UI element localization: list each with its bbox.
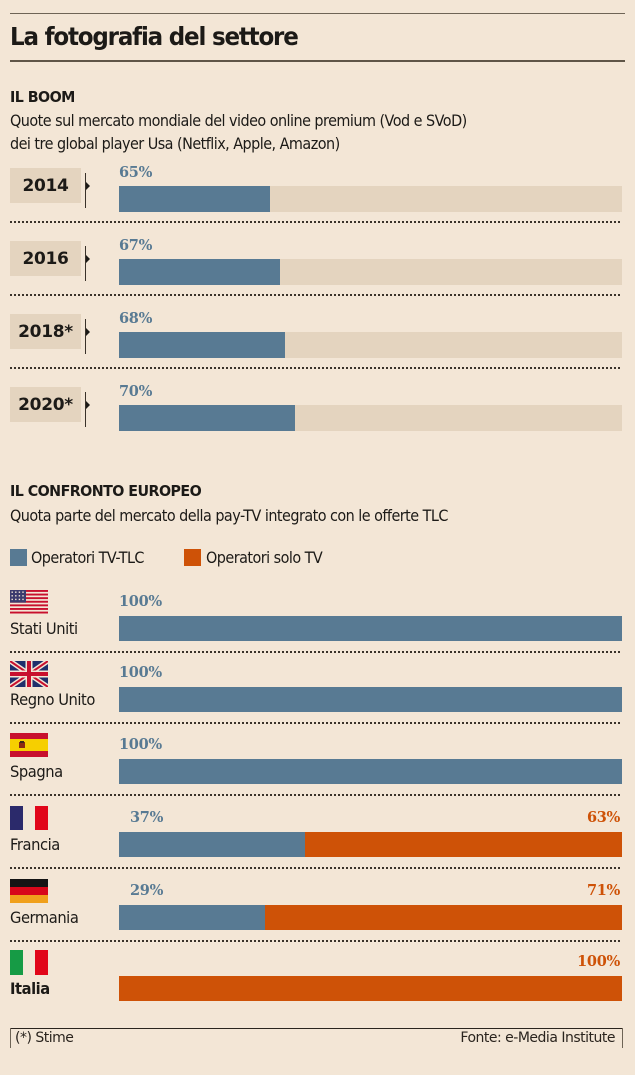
year-divider xyxy=(85,319,86,354)
bar-tv-tlc-stati-uniti xyxy=(119,616,622,641)
bar-tv-tlc-francia xyxy=(119,832,306,857)
year-label-2018: 2018* xyxy=(10,314,81,349)
bar-tv-tlc-regno-unito xyxy=(119,687,622,712)
bar-tv-tlc-germania xyxy=(119,905,265,930)
row-separator xyxy=(10,367,620,369)
value-label-tv-tlc-regno-unito: 100% xyxy=(119,664,162,681)
year-label-2014: 2014 xyxy=(10,168,81,203)
bar-2014 xyxy=(119,186,270,212)
boom-subtitle-line1: Quote sul mercato mondiale del video onl… xyxy=(10,111,467,130)
bar-solo-tv-francia xyxy=(305,832,622,857)
year-label-2020: 2020* xyxy=(10,387,81,422)
value-label-tv-tlc-francia: 37% xyxy=(130,809,164,826)
row-separator xyxy=(10,940,620,942)
page-title: La fotografia del settore xyxy=(10,22,299,51)
value-label-2016: 67% xyxy=(119,237,153,254)
country-label-stati-uniti: Stati Uniti xyxy=(10,619,78,638)
year-divider xyxy=(85,392,86,427)
europe-subtitle: Quota parte del mercato della pay-TV int… xyxy=(10,506,448,525)
flag-stati-uniti-icon xyxy=(10,590,48,614)
footer-source: Fonte: e-Media Institute xyxy=(460,1030,615,1046)
legend-swatch-solo-tv xyxy=(184,549,201,566)
year-arrow-icon xyxy=(86,401,90,409)
legend-label-solo-tv: Operatori solo TV xyxy=(206,548,323,567)
year-arrow-icon xyxy=(86,182,90,190)
bar-2018 xyxy=(119,332,285,358)
bar-solo-tv-germania xyxy=(264,905,622,930)
row-separator xyxy=(10,867,620,869)
legend-swatch-tv-tlc xyxy=(10,549,27,566)
title-rule xyxy=(10,60,625,62)
boom-heading: IL BOOM xyxy=(10,88,75,106)
bar-solo-tv-italia xyxy=(119,976,622,1001)
row-separator xyxy=(10,794,620,796)
year-divider xyxy=(85,173,86,208)
bar-tv-tlc-spagna xyxy=(119,759,622,784)
country-label-germania: Germania xyxy=(10,908,79,927)
row-separator xyxy=(10,651,620,653)
year-arrow-icon xyxy=(86,255,90,263)
value-label-tv-tlc-stati-uniti: 100% xyxy=(119,593,162,610)
footer-note: (*) Stime xyxy=(15,1030,74,1046)
flag-spagna-icon xyxy=(10,733,48,757)
country-label-regno-unito: Regno Unito xyxy=(10,690,95,709)
year-label-2016: 2016 xyxy=(10,241,81,276)
year-arrow-icon xyxy=(86,328,90,336)
boom-subtitle-line2: dei tre global player Usa (Netflix, Appl… xyxy=(10,134,340,153)
value-label-2014: 65% xyxy=(119,164,153,181)
row-separator xyxy=(10,294,620,296)
top-rule xyxy=(10,13,625,14)
value-label-2020: 70% xyxy=(119,383,153,400)
row-separator xyxy=(10,722,620,724)
country-label-italia: Italia xyxy=(10,979,50,998)
flag-francia-icon xyxy=(10,806,48,830)
footer-left-divider xyxy=(10,1028,11,1048)
bar-2016 xyxy=(119,259,280,285)
value-label-solo-tv-italia: 100% xyxy=(577,953,620,970)
value-label-solo-tv-francia: 63% xyxy=(586,809,620,826)
europe-heading: IL CONFRONTO EUROPEO xyxy=(10,482,202,500)
value-label-2018: 68% xyxy=(119,310,153,327)
flag-germania-icon xyxy=(10,879,48,903)
value-label-tv-tlc-spagna: 100% xyxy=(119,736,162,753)
legend: Operatori TV-TLC Operatori solo TV xyxy=(10,548,410,568)
flag-italia-icon xyxy=(10,950,48,975)
row-separator xyxy=(10,221,620,223)
legend-label-tv-tlc: Operatori TV-TLC xyxy=(31,548,144,567)
value-label-solo-tv-germania: 71% xyxy=(586,882,620,899)
flag-regno-unito-icon xyxy=(8,658,50,690)
footer-rule xyxy=(10,1028,623,1029)
footer-right-divider xyxy=(622,1028,623,1048)
country-label-spagna: Spagna xyxy=(10,762,63,781)
year-divider xyxy=(85,246,86,281)
bar-2020 xyxy=(119,405,295,431)
value-label-tv-tlc-germania: 29% xyxy=(130,882,164,899)
country-label-francia: Francia xyxy=(10,835,60,854)
